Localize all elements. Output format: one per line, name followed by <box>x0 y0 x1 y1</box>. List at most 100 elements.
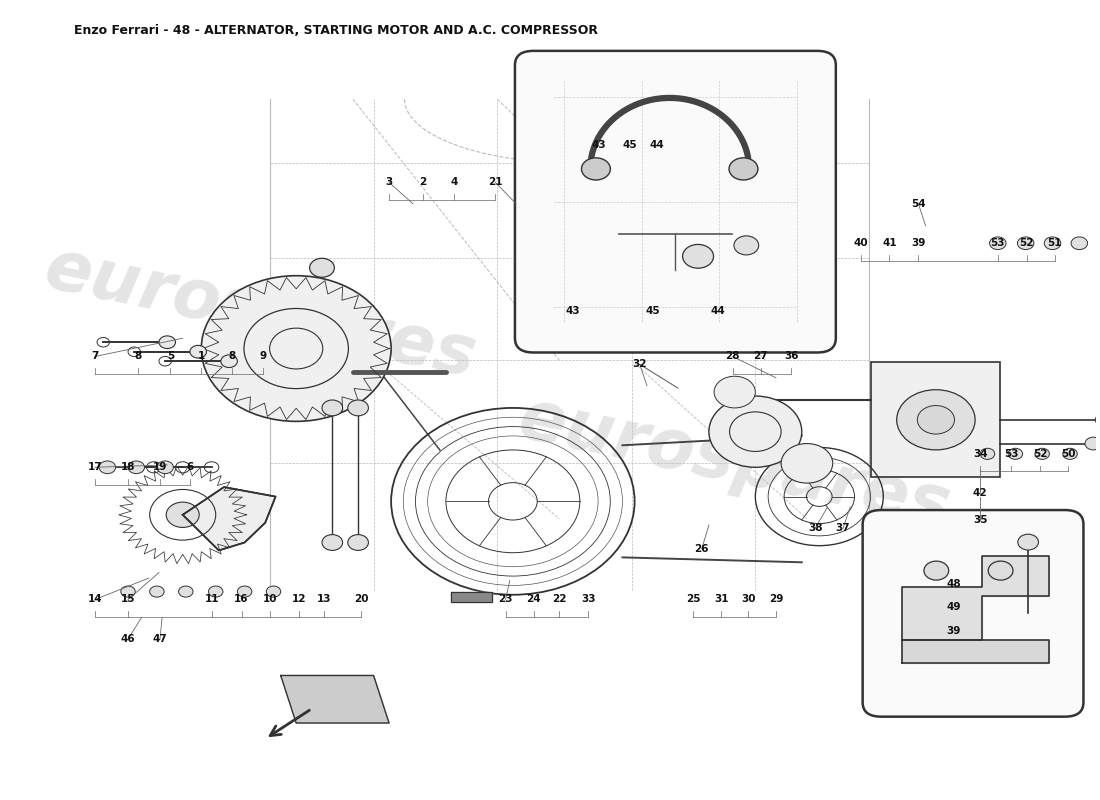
Text: eurospares: eurospares <box>39 234 482 391</box>
Text: 45: 45 <box>623 140 637 150</box>
Text: 37: 37 <box>836 523 850 534</box>
Text: 53: 53 <box>991 238 1005 248</box>
Text: 52: 52 <box>1020 238 1034 248</box>
Text: 19: 19 <box>153 462 167 472</box>
Text: 47: 47 <box>153 634 167 644</box>
Text: 33: 33 <box>581 594 595 605</box>
Text: 15: 15 <box>121 594 135 605</box>
Text: 46: 46 <box>121 634 135 644</box>
Text: 43: 43 <box>565 306 581 316</box>
Circle shape <box>1008 448 1023 459</box>
Circle shape <box>166 502 199 527</box>
Circle shape <box>348 400 369 416</box>
Circle shape <box>209 586 223 597</box>
Circle shape <box>99 461 116 474</box>
Circle shape <box>322 534 342 550</box>
Text: 32: 32 <box>632 359 647 370</box>
Circle shape <box>121 586 135 597</box>
Text: 14: 14 <box>88 594 102 605</box>
Text: 48: 48 <box>946 578 960 589</box>
Circle shape <box>1018 534 1038 550</box>
Text: 12: 12 <box>292 594 307 605</box>
Circle shape <box>683 245 714 268</box>
Circle shape <box>1096 414 1100 426</box>
Circle shape <box>1063 448 1077 459</box>
Text: 4: 4 <box>450 178 458 187</box>
FancyBboxPatch shape <box>862 510 1084 717</box>
Text: 45: 45 <box>646 306 660 316</box>
Circle shape <box>221 355 238 367</box>
Circle shape <box>990 237 1006 250</box>
Circle shape <box>729 158 758 180</box>
Circle shape <box>917 406 955 434</box>
Text: 36: 36 <box>784 351 799 362</box>
Circle shape <box>781 443 833 483</box>
Circle shape <box>708 396 802 467</box>
Text: 21: 21 <box>488 178 503 187</box>
Circle shape <box>1018 237 1034 250</box>
Text: 39: 39 <box>946 626 960 636</box>
Text: 20: 20 <box>354 594 368 605</box>
Text: 40: 40 <box>854 238 868 248</box>
Text: 11: 11 <box>205 594 219 605</box>
Circle shape <box>734 236 759 255</box>
Text: 44: 44 <box>650 140 664 150</box>
Text: 42: 42 <box>974 489 988 498</box>
Text: 43: 43 <box>591 140 606 150</box>
Text: 10: 10 <box>263 594 277 605</box>
Circle shape <box>309 258 334 278</box>
Text: 54: 54 <box>911 198 926 209</box>
Circle shape <box>348 534 369 550</box>
Text: 7: 7 <box>91 351 99 362</box>
Text: 1: 1 <box>198 351 205 362</box>
Circle shape <box>582 158 610 180</box>
Circle shape <box>896 390 975 450</box>
FancyBboxPatch shape <box>871 362 1000 477</box>
Text: 16: 16 <box>234 594 249 605</box>
Text: 24: 24 <box>526 594 541 605</box>
Text: 29: 29 <box>769 594 783 605</box>
Circle shape <box>714 376 756 408</box>
Text: 2: 2 <box>419 178 427 187</box>
Circle shape <box>924 561 948 580</box>
Text: 52: 52 <box>1033 449 1047 459</box>
Circle shape <box>190 346 207 358</box>
Circle shape <box>160 336 176 349</box>
Text: 34: 34 <box>974 449 988 459</box>
Text: 28: 28 <box>725 351 740 362</box>
Text: 53: 53 <box>1004 449 1019 459</box>
Text: 38: 38 <box>807 523 823 534</box>
Circle shape <box>980 448 994 459</box>
Circle shape <box>988 561 1013 580</box>
Text: 35: 35 <box>974 515 988 526</box>
Text: 51: 51 <box>1047 238 1062 248</box>
Text: 31: 31 <box>714 594 728 605</box>
Text: 44: 44 <box>711 306 725 316</box>
Text: 9: 9 <box>260 351 266 362</box>
Text: Enzo Ferrari - 48 - ALTERNATOR, STARTING MOTOR AND A.C. COMPRESSOR: Enzo Ferrari - 48 - ALTERNATOR, STARTING… <box>75 24 598 37</box>
Text: 39: 39 <box>911 238 925 248</box>
Text: 8: 8 <box>134 351 142 362</box>
Text: 23: 23 <box>498 594 513 605</box>
Text: 25: 25 <box>686 594 701 605</box>
Polygon shape <box>183 487 276 550</box>
Circle shape <box>150 586 164 597</box>
Circle shape <box>1071 237 1088 250</box>
Polygon shape <box>902 640 1049 663</box>
Circle shape <box>238 586 252 597</box>
Circle shape <box>157 461 174 474</box>
Polygon shape <box>902 556 1049 640</box>
Text: 17: 17 <box>88 462 102 472</box>
Circle shape <box>1085 438 1100 450</box>
Text: 26: 26 <box>694 544 708 554</box>
Text: eurospares: eurospares <box>513 385 957 542</box>
Text: 6: 6 <box>186 462 194 472</box>
Text: 3: 3 <box>385 178 393 187</box>
Text: 13: 13 <box>317 594 331 605</box>
Text: 49: 49 <box>946 602 960 613</box>
Text: 22: 22 <box>552 594 567 605</box>
Circle shape <box>128 461 144 474</box>
FancyBboxPatch shape <box>515 51 836 353</box>
Text: 5: 5 <box>167 351 174 362</box>
Text: 30: 30 <box>741 594 756 605</box>
